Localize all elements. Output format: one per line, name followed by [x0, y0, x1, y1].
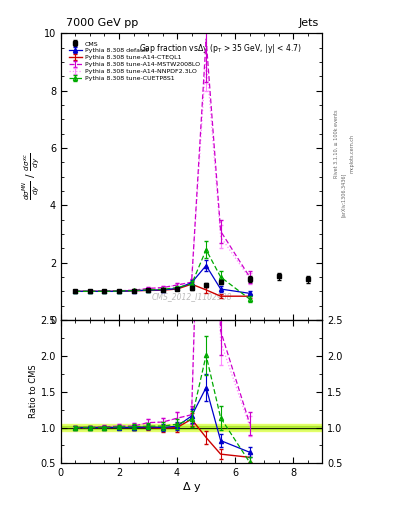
Bar: [61, 424, 322, 431]
Text: Jets: Jets: [298, 18, 318, 28]
Text: mcplots.cern.ch: mcplots.cern.ch: [349, 134, 354, 173]
Legend: CMS, Pythia 8.308 default, Pythia 8.308 tune-A14-CTEQL1, Pythia 8.308 tune-A14-M: CMS, Pythia 8.308 default, Pythia 8.308 …: [67, 39, 202, 83]
Y-axis label: Ratio to CMS: Ratio to CMS: [29, 365, 38, 418]
Text: CMS_2012_I1102908: CMS_2012_I1102908: [151, 292, 232, 302]
Text: Gap fraction vs$\Delta$y (p$_\mathrm{T}$ > 35 GeV, |y| < 4.7): Gap fraction vs$\Delta$y (p$_\mathrm{T}$…: [140, 42, 302, 55]
Text: [arXiv:1306.3436]: [arXiv:1306.3436]: [342, 173, 346, 217]
Text: Rivet 3.1.10, ≥ 100k events: Rivet 3.1.10, ≥ 100k events: [334, 109, 338, 178]
Y-axis label: $\frac{d\sigma^{MN}}{dy}\ /\ \frac{d\sigma^{xc}}{dy}$: $\frac{d\sigma^{MN}}{dy}\ /\ \frac{d\sig…: [22, 153, 42, 200]
Text: 7000 GeV pp: 7000 GeV pp: [66, 18, 138, 28]
Bar: [61, 426, 322, 429]
X-axis label: $\Delta$ y: $\Delta$ y: [182, 480, 201, 494]
